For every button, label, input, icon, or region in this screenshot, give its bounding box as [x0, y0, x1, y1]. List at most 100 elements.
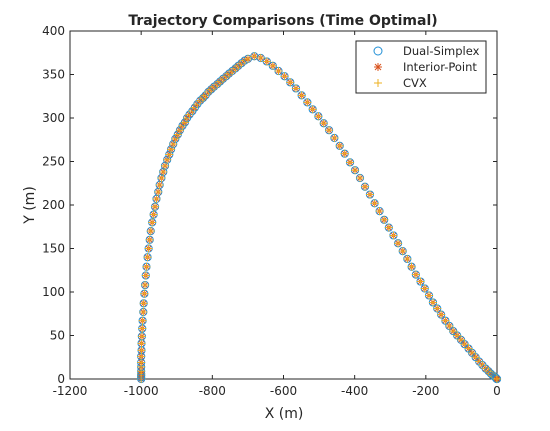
y-tick-label: 200	[42, 198, 65, 212]
cvx-point	[441, 316, 450, 325]
cvx-point	[403, 254, 412, 263]
cvx-point	[274, 67, 283, 76]
legend: Dual-Simplex Interior-Point CVX	[355, 40, 487, 94]
cvx-point	[151, 202, 160, 211]
x-tick-label: 0	[493, 384, 501, 398]
cvx-point	[145, 235, 154, 244]
cvx-point	[319, 119, 328, 128]
x-tick-label: -600	[270, 384, 297, 398]
cvx-point	[437, 310, 446, 319]
cvx-point	[137, 339, 146, 348]
y-tick-label: 100	[42, 285, 65, 299]
cvx-point	[140, 289, 149, 298]
y-tick-label: 350	[42, 68, 65, 82]
y-axis-label: Y (m)	[22, 186, 38, 225]
y-axis: 0 50 100 150 200 250 300 350 400	[42, 24, 497, 386]
x-tick-label: -800	[199, 384, 226, 398]
legend-label-cvx: CVX	[403, 76, 427, 90]
cvx-point	[154, 187, 163, 196]
cvx-point	[280, 72, 289, 81]
cvx-point	[335, 141, 344, 150]
cvx-point	[398, 247, 407, 256]
cvx-point	[449, 327, 458, 336]
cvx-point	[394, 239, 403, 248]
x-tick-label: -400	[341, 384, 368, 398]
cvx-point	[380, 215, 389, 224]
cvx-point	[460, 340, 469, 349]
cvx-point	[407, 262, 416, 271]
cvx-point	[139, 308, 148, 317]
cvx-point	[262, 57, 271, 66]
cvx-point	[384, 223, 393, 232]
cvx-point	[356, 174, 365, 183]
cvx-point	[291, 84, 300, 93]
cvx-point	[303, 98, 312, 107]
cvx-point	[268, 61, 277, 70]
cvx-point	[175, 126, 184, 135]
cvx-point	[165, 150, 174, 159]
cvx-point	[416, 277, 425, 286]
cvx-point	[143, 253, 152, 262]
legend-marker-interior-point	[374, 63, 382, 71]
cvx-point	[453, 331, 462, 340]
legend-marker-dual-simplex	[373, 46, 383, 56]
cvx-point	[365, 190, 374, 199]
y-tick-label: 400	[42, 24, 65, 38]
cvx-point	[243, 54, 252, 63]
cvx-point	[314, 112, 323, 121]
cvx-point	[144, 244, 153, 253]
cvx-point	[171, 134, 180, 143]
cvx-point	[256, 53, 265, 62]
cvx-point	[148, 218, 157, 227]
cvx-point	[445, 321, 454, 330]
cvx-point	[360, 182, 369, 191]
legend-label-interior-point: Interior-Point	[403, 60, 477, 74]
cvx-point	[420, 284, 429, 293]
y-tick-label: 150	[42, 242, 65, 256]
y-tick-label: 50	[50, 329, 65, 343]
cvx-point	[297, 91, 306, 100]
cvx-point	[286, 78, 295, 87]
x-tick-label: -200	[412, 384, 439, 398]
cvx-point	[155, 180, 164, 189]
y-tick-label: 0	[57, 372, 65, 386]
legend-marker-cvx	[374, 79, 382, 87]
chart-title: Trajectory Comparisons (Time Optimal)	[128, 13, 437, 29]
cvx-point	[428, 298, 437, 307]
y-tick-label: 300	[42, 111, 65, 125]
cvx-point	[325, 126, 334, 135]
cvx-point	[141, 281, 150, 290]
cvx-point	[411, 270, 420, 279]
cvx-point	[308, 105, 317, 114]
cvx-point	[141, 271, 150, 280]
x-tick-label: -1200	[53, 384, 88, 398]
cvx-point	[152, 194, 161, 203]
cvx-point	[137, 346, 146, 355]
data-marks	[137, 52, 502, 384]
cvx-point	[389, 231, 398, 240]
x-axis-label: X (m)	[265, 406, 304, 422]
cvx-point	[433, 304, 442, 313]
cvx-point	[146, 227, 155, 236]
cvx-point	[370, 199, 379, 208]
cvx-point	[138, 316, 147, 325]
cvx-point	[330, 134, 339, 143]
cvx-point	[138, 324, 147, 333]
cvx-point	[346, 158, 355, 167]
cvx-point	[351, 166, 360, 175]
legend-label-dual-simplex: Dual-Simplex	[403, 44, 480, 58]
cvx-point	[375, 207, 384, 216]
y-tick-label: 250	[42, 155, 65, 169]
cvx-point	[493, 375, 501, 383]
cvx-point	[250, 52, 259, 61]
cvx-point	[139, 299, 148, 308]
cvx-point	[425, 291, 434, 300]
cvx-point	[340, 149, 349, 158]
x-tick-label: -1000	[124, 384, 159, 398]
cvx-point	[137, 332, 146, 341]
cvx-point	[142, 262, 151, 271]
x-axis: -1200 -1000 -800 -600 -400 -200 0	[53, 31, 501, 398]
cvx-point	[149, 210, 158, 219]
